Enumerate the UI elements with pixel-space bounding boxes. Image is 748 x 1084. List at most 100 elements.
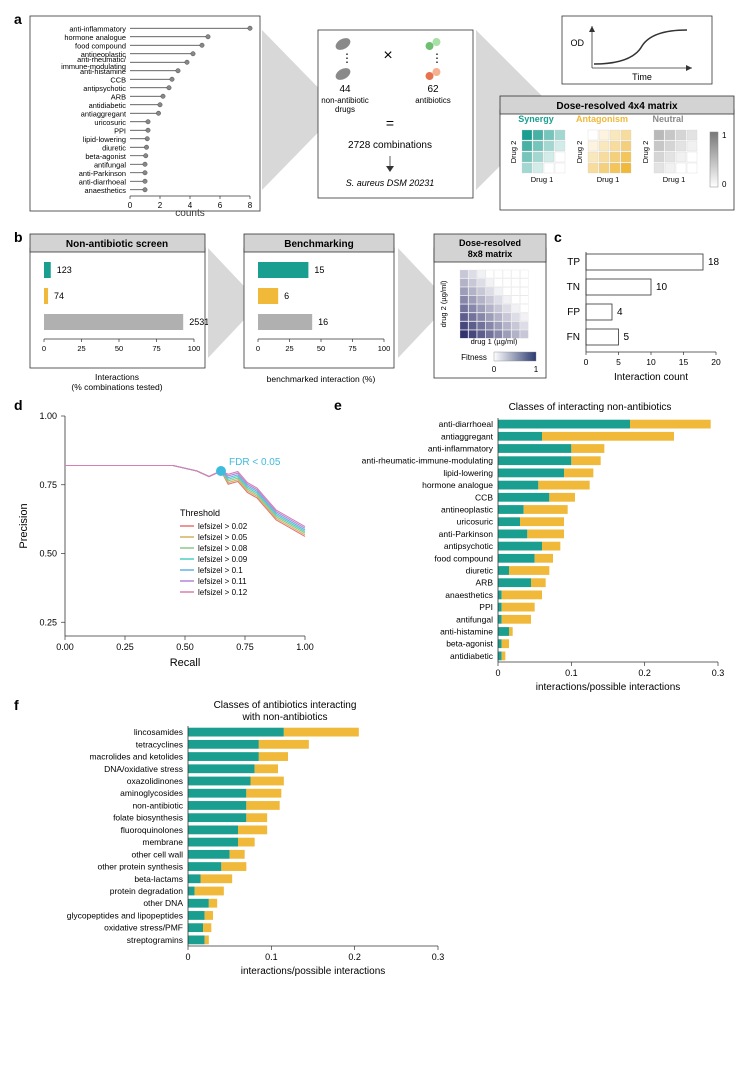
svg-text:FDR < 0.05: FDR < 0.05: [229, 457, 281, 468]
svg-text:food compound: food compound: [434, 553, 493, 563]
svg-text:folate biosynthesis: folate biosynthesis: [113, 813, 183, 823]
svg-text:Drug 1: Drug 1: [531, 175, 554, 184]
svg-text:non-antibiotic: non-antibiotic: [321, 96, 369, 105]
svg-text:0: 0: [584, 357, 589, 367]
nonab-count: 44: [339, 84, 351, 95]
svg-text:Dose-resolved: Dose-resolved: [459, 238, 521, 248]
panel-b-svg: b Non-antibiotic screen 123742531 025507…: [10, 228, 550, 396]
svg-text:8: 8: [248, 201, 253, 210]
svg-text:lefsizel > 0.08: lefsizel > 0.08: [198, 544, 248, 553]
svg-text:Interactions: Interactions: [95, 372, 139, 382]
svg-text:other protein synthesis: other protein synthesis: [97, 862, 183, 872]
svg-text:streptogramins: streptogramins: [127, 935, 183, 945]
svg-text:74: 74: [54, 291, 64, 301]
svg-text:lincosamides: lincosamides: [134, 727, 183, 737]
svg-text:PPI: PPI: [479, 602, 493, 612]
panel-c-svg: c TP18TN10FP4FN5 05101520 Interaction co…: [550, 228, 738, 396]
svg-text:non-antibiotic: non-antibiotic: [132, 800, 183, 810]
svg-text:100: 100: [378, 344, 391, 353]
svg-text:Drug 1: Drug 1: [663, 175, 686, 184]
svg-text:antibiotics: antibiotics: [415, 96, 451, 105]
svg-text:6: 6: [218, 201, 223, 210]
svg-text:antineoplastic: antineoplastic: [441, 505, 494, 515]
panel-bc-row: b Non-antibiotic screen 123742531 025507…: [10, 228, 738, 396]
panel-b-screen: Non-antibiotic screen 123742531 02550751…: [30, 234, 209, 392]
svg-text:lefsizel > 0.11: lefsizel > 0.11: [198, 577, 247, 586]
svg-text:123: 123: [57, 265, 72, 275]
panel-f-row: f Classes of antibiotics interacting wit…: [10, 696, 738, 986]
equals-icon: =: [386, 115, 394, 131]
svg-text:50: 50: [115, 344, 123, 353]
svg-text:0: 0: [256, 344, 260, 353]
panel-c-chart: TP18TN10FP4FN5 05101520 Interaction coun…: [567, 252, 721, 383]
svg-text:protein degradation: protein degradation: [110, 886, 184, 896]
combinations-text: 2728 combinations: [348, 140, 432, 151]
panel-de-row: d 0.250.500.751.00 0.000.250.500.751.00 …: [10, 396, 738, 696]
figure-root: a anti-inflammatoryhormone analoguefood …: [0, 0, 748, 996]
svg-text:0.25: 0.25: [39, 617, 57, 627]
svg-text:other DNA: other DNA: [143, 898, 183, 908]
panel-f-chart: lincosamidestetracyclinesmacrolides and …: [67, 726, 445, 977]
svg-text:15: 15: [314, 265, 324, 275]
svg-text:diuretic: diuretic: [466, 566, 494, 576]
svg-text:Time: Time: [632, 72, 652, 82]
svg-text:0.1: 0.1: [265, 952, 278, 962]
svg-text:antifungal: antifungal: [456, 614, 493, 624]
matrix-title: Dose-resolved 4x4 matrix: [556, 101, 678, 112]
svg-text:5: 5: [616, 357, 621, 367]
svg-text:0: 0: [128, 201, 133, 210]
panel-d-chart: 0.250.500.751.00 0.000.250.500.751.00 FD…: [18, 411, 314, 669]
svg-text:lefsizel > 0.05: lefsizel > 0.05: [198, 533, 248, 542]
svg-text:ARB: ARB: [476, 578, 494, 588]
svg-text:Drug 1: Drug 1: [597, 175, 620, 184]
svg-text:OD: OD: [571, 38, 585, 48]
svg-text:5: 5: [624, 332, 630, 343]
svg-text:membrane: membrane: [142, 837, 183, 847]
strain-text: S. aureus DSM 20231: [346, 178, 435, 188]
panel-a-label: a: [14, 11, 22, 27]
panel-b-matrix8: Dose-resolved 8x8 matrix drug 2 (µg/ml) …: [434, 234, 546, 378]
panel-a-od: OD Time: [562, 16, 712, 84]
svg-text:TP: TP: [567, 257, 580, 268]
svg-text:1.00: 1.00: [296, 642, 314, 652]
svg-text:FN: FN: [567, 332, 580, 343]
panel-e-label: e: [334, 397, 342, 413]
svg-text:benchmarked interaction (%): benchmarked interaction (%): [267, 374, 376, 384]
svg-text:Fitness: Fitness: [461, 353, 487, 362]
svg-text:4: 4: [617, 307, 623, 318]
ab-count: 62: [427, 84, 439, 95]
panel-b-label: b: [14, 229, 23, 245]
svg-text:(% combinations tested): (% combinations tested): [71, 382, 162, 392]
svg-text:interactions/possible interact: interactions/possible interactions: [241, 966, 386, 977]
svg-text:6: 6: [284, 291, 289, 301]
svg-text:anti-inflammatory: anti-inflammatory: [428, 444, 494, 454]
svg-text:drug 1 (µg/ml): drug 1 (µg/ml): [471, 337, 518, 346]
svg-text:anti-histamine: anti-histamine: [440, 627, 493, 637]
svg-text:Interaction count: Interaction count: [614, 372, 688, 383]
svg-text:0.1: 0.1: [565, 668, 578, 678]
svg-text:0.3: 0.3: [712, 668, 725, 678]
svg-text:1: 1: [722, 131, 727, 140]
svg-text:Recall: Recall: [170, 657, 201, 669]
svg-text:antipsychotic: antipsychotic: [444, 541, 494, 551]
panel-b-bench: Benchmarking 15616 0255075100 benchmarke…: [244, 234, 394, 384]
svg-text:FP: FP: [567, 307, 580, 318]
panel-e-svg: e Classes of interacting non-antibiotics…: [330, 396, 738, 696]
svg-text:25: 25: [77, 344, 85, 353]
svg-text:Benchmarking: Benchmarking: [284, 239, 353, 250]
svg-text:drug 2 (µg/ml): drug 2 (µg/ml): [439, 280, 448, 327]
svg-text:glycopeptides and lipopeptides: glycopeptides and lipopeptides: [67, 910, 183, 920]
svg-text:2: 2: [158, 201, 163, 210]
svg-text:0.50: 0.50: [176, 642, 194, 652]
svg-text:oxidative stress/PMF: oxidative stress/PMF: [104, 923, 183, 933]
panel-d-svg: d 0.250.500.751.00 0.000.250.500.751.00 …: [10, 396, 330, 696]
svg-text:oxazolidinones: oxazolidinones: [127, 776, 183, 786]
svg-text:DNA/oxidative stress: DNA/oxidative stress: [104, 764, 183, 774]
svg-text:0: 0: [42, 344, 46, 353]
svg-text:0.00: 0.00: [56, 642, 74, 652]
svg-text:interactions/possible interact: interactions/possible interactions: [536, 682, 681, 693]
svg-text:Threshold: Threshold: [180, 508, 220, 518]
svg-text:⋮: ⋮: [431, 51, 443, 65]
svg-text:lefsizel > 0.12: lefsizel > 0.12: [198, 588, 248, 597]
svg-text:8x8 matrix: 8x8 matrix: [468, 249, 513, 259]
